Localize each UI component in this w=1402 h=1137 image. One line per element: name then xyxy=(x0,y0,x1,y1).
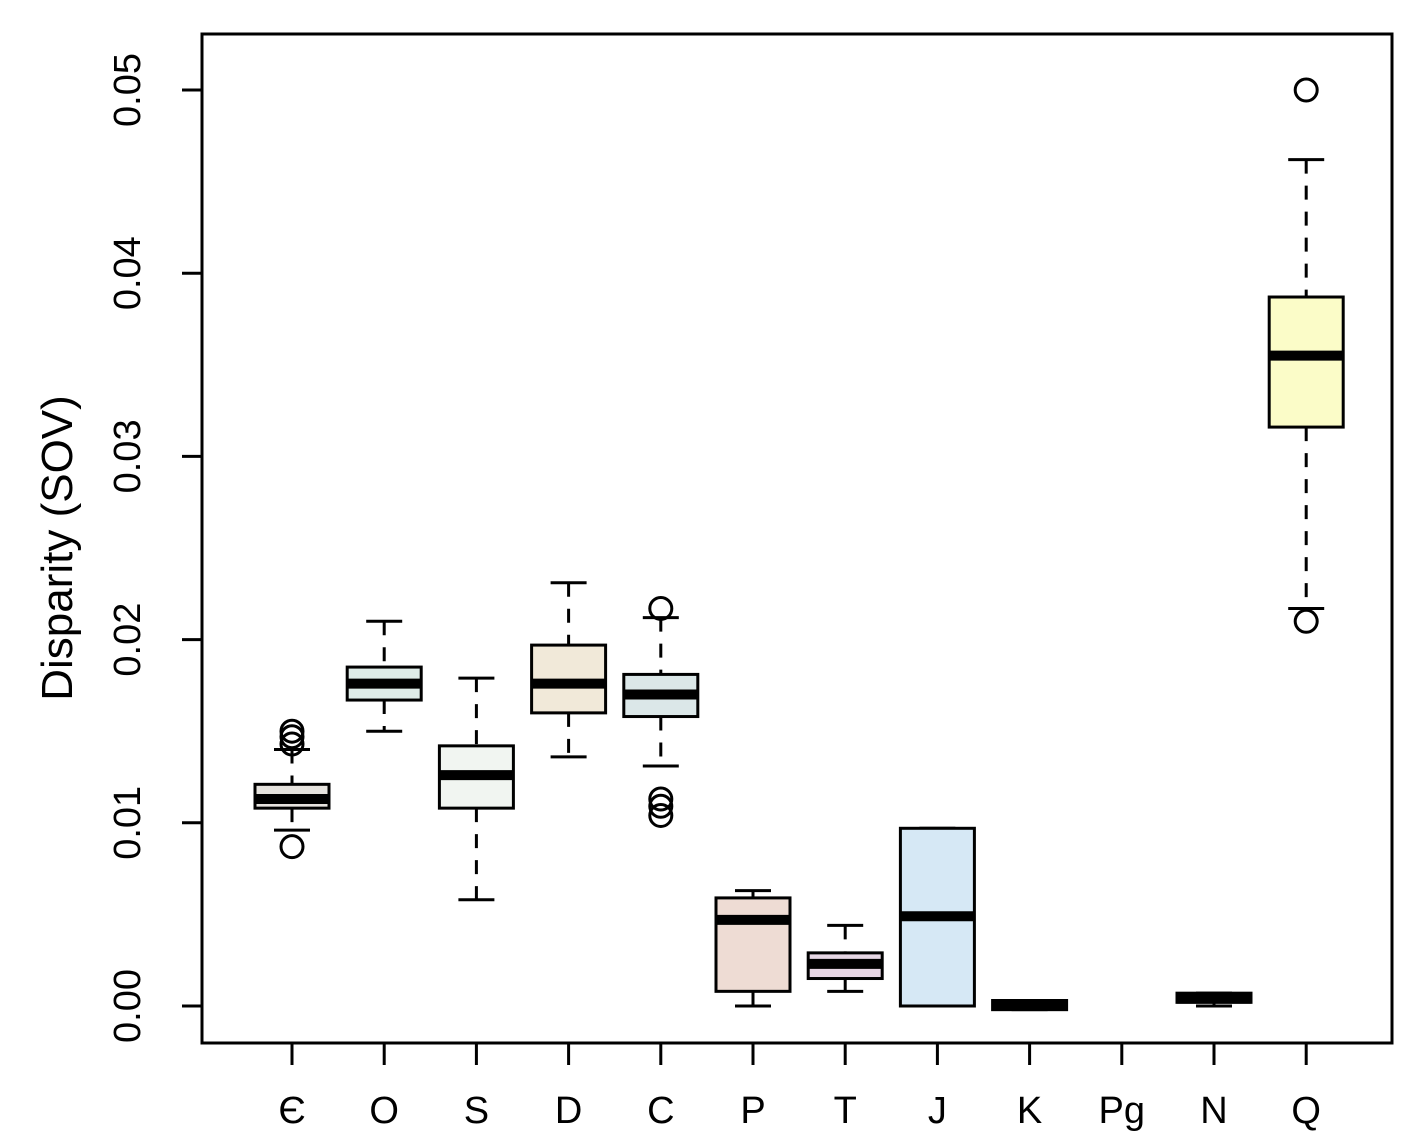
y-tick-label: 0.05 xyxy=(107,53,149,127)
box xyxy=(1267,295,1345,429)
box-group xyxy=(253,718,331,860)
box-group xyxy=(898,826,976,1008)
x-tick-label: C xyxy=(647,1090,674,1132)
y-axis-label: Disparity (SOV) xyxy=(33,395,82,701)
box-group xyxy=(530,581,608,759)
outlier-point xyxy=(279,834,305,860)
box-series xyxy=(253,77,1345,1012)
outlier-point xyxy=(279,718,305,744)
outlier-point xyxy=(279,731,305,757)
x-tick-label: K xyxy=(1017,1090,1042,1132)
x-tick-label: T xyxy=(834,1090,857,1132)
x-tick-label: Pg xyxy=(1099,1090,1145,1132)
box-group xyxy=(806,923,884,993)
outlier-point xyxy=(1293,608,1319,634)
box-group xyxy=(1267,77,1345,634)
x-tick-label: S xyxy=(464,1090,489,1132)
outlier-point xyxy=(648,802,674,828)
x-axis: Є O S D C P T J K Pg N Q xyxy=(278,1043,1321,1132)
box-group xyxy=(991,999,1069,1012)
x-tick-label: J xyxy=(928,1090,947,1132)
x-tick-label: O xyxy=(369,1090,399,1132)
outlier-point xyxy=(648,595,674,621)
box xyxy=(714,896,792,993)
box-group xyxy=(345,619,423,733)
plot-frame xyxy=(200,32,1394,1045)
x-tick-label: Q xyxy=(1291,1090,1321,1132)
y-tick-label: 0.02 xyxy=(107,603,149,677)
box-group xyxy=(714,889,792,1008)
box-group xyxy=(437,676,515,902)
y-axis: 0.00 0.01 0.02 0.03 0.04 0.05 xyxy=(107,53,202,1043)
box-group xyxy=(1175,991,1253,1008)
y-tick-label: 0.01 xyxy=(107,786,149,860)
box-group xyxy=(622,595,700,828)
y-tick-label: 0.04 xyxy=(107,236,149,310)
y-axis-label-group: Disparity (SOV) xyxy=(33,395,82,701)
outlier-point xyxy=(648,793,674,819)
y-tick-label: 0.00 xyxy=(107,969,149,1043)
outlier-point xyxy=(648,786,674,812)
x-tick-label: Є xyxy=(278,1090,305,1132)
x-tick-label: P xyxy=(740,1090,765,1132)
x-tick-label: N xyxy=(1200,1090,1227,1132)
x-tick-label: D xyxy=(555,1090,582,1132)
outlier-point xyxy=(1293,77,1319,103)
y-tick-label: 0.03 xyxy=(107,419,149,493)
